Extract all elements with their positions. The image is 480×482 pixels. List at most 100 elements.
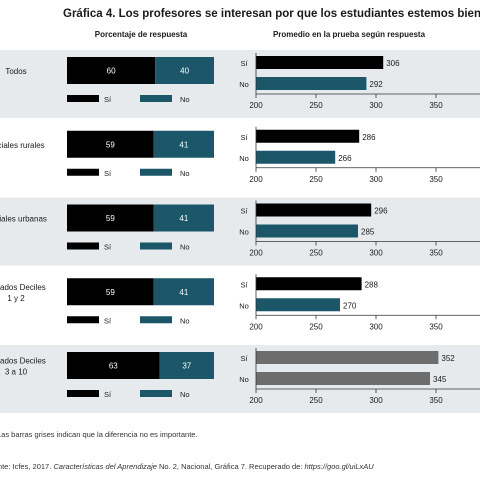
legend-label-no: No (180, 95, 190, 104)
legend-swatch-si (67, 390, 99, 397)
legend-swatch-si (67, 242, 99, 250)
data-label-score-si: 306 (386, 59, 400, 68)
data-label-score-no: 285 (361, 228, 375, 237)
chart-group: Oficiales rurales 59 41 Sí No Sí No 286 266 200 25… (0, 126, 480, 184)
source-url: https://goo.gl/uiLxAU (305, 462, 375, 471)
bar-pct-si (67, 130, 154, 158)
legend-label-no: No (180, 390, 190, 399)
legend-label-si: Sí (104, 243, 112, 252)
x-tick-label: 300 (369, 175, 383, 184)
category-label: 3 a 10 (5, 368, 28, 377)
right-panel-header: Promedio en la prueba según respuesta (273, 30, 426, 39)
row-label-no: No (239, 154, 249, 163)
bar-pct-si (67, 352, 160, 379)
data-label-pct-no: 40 (180, 67, 189, 76)
legend-swatch-no (140, 95, 172, 102)
row-label-si: Sí (240, 354, 248, 363)
legend-label-si: Sí (104, 390, 112, 399)
bar-pct-no (153, 130, 214, 158)
x-tick-label: 300 (369, 322, 383, 331)
row-label-no: No (239, 375, 249, 384)
chart-group: Oficiales urbanas 59 41 Sí No Sí No 296 285 200 25… (0, 197, 480, 266)
source-italic-title: Características del Aprendizaje (53, 462, 157, 471)
bar-pct-si (67, 204, 154, 232)
bar-score-si (256, 203, 372, 217)
data-label-score-no: 270 (343, 301, 357, 310)
bar-pct-no (153, 278, 214, 306)
row-label-si: Sí (240, 207, 248, 216)
row-label-no: No (239, 80, 249, 89)
bar-pct-si (67, 57, 156, 84)
legend-label-no: No (180, 169, 190, 178)
bar-score-no (256, 77, 367, 90)
bar-pct-no (155, 57, 214, 84)
legend-swatch-no (140, 316, 172, 324)
category-label: 1 y 2 (7, 294, 25, 303)
x-tick-label: 200 (249, 322, 263, 331)
data-label-score-si: 286 (362, 133, 376, 142)
left-panel-header: Porcentaje de respuesta (95, 30, 188, 39)
x-tick-label: 350 (429, 101, 443, 110)
bar-pct-no (159, 352, 214, 379)
chart-groups: Todos6040SíNoSíNo306292200250300350400Of… (0, 50, 480, 413)
data-label-pct-no: 37 (182, 362, 191, 371)
data-label-score-si: 352 (441, 354, 455, 363)
bar-score-si (256, 56, 384, 69)
category-label: Privados Deciles (0, 283, 46, 292)
data-label-score-si: 296 (374, 207, 388, 216)
data-label-pct-no: 41 (179, 288, 188, 297)
bar-score-si (256, 277, 362, 291)
chart-group: Privados Deciles 3 a 10 63 37 Sí No Sí No 352 345… (0, 345, 480, 413)
x-tick-label: 350 (429, 322, 443, 331)
legend-swatch-no (140, 242, 172, 250)
row-label-no: No (239, 301, 249, 310)
bar-score-no (256, 224, 358, 238)
legend-label-no: No (180, 243, 190, 252)
legend-swatch-no (140, 390, 172, 397)
x-tick-label: 350 (429, 396, 443, 405)
data-label-pct-no: 41 (179, 214, 188, 223)
legend-swatch-si (67, 95, 99, 102)
chart-note: Las barras grises indican que la diferen… (0, 430, 198, 439)
category-label: Privados Deciles (0, 357, 46, 366)
bar-pct-si (67, 278, 154, 306)
x-tick-label: 250 (309, 101, 323, 110)
data-label-score-no: 345 (433, 375, 447, 384)
x-tick-label: 300 (369, 249, 383, 258)
bar-pct-no (153, 204, 214, 232)
data-label-pct-no: 41 (179, 140, 188, 149)
legend-swatch-si (67, 316, 99, 324)
x-tick-label: 300 (369, 101, 383, 110)
data-label-score-no: 292 (369, 80, 383, 89)
x-tick-label: 250 (309, 249, 323, 258)
row-label-si: Sí (240, 280, 248, 289)
data-label-score-si: 288 (365, 280, 379, 289)
chart-group: Privados Deciles 1 y 2 59 41 Sí No Sí No 288 270 2… (0, 274, 480, 331)
data-label-pct-si: 60 (107, 67, 116, 76)
x-tick-label: 250 (309, 175, 323, 184)
x-tick-label: 350 (429, 175, 443, 184)
row-label-si: Sí (240, 59, 248, 68)
bar-score-no (256, 372, 430, 385)
x-tick-label: 200 (249, 175, 263, 184)
x-tick-label: 300 (369, 396, 383, 405)
chart-source: Fuente: Icfes, 2017. Características del… (0, 462, 374, 471)
bar-score-si (256, 129, 360, 143)
source-prefix: Fuente: Icfes, 2017. (0, 462, 53, 471)
x-tick-label: 250 (309, 396, 323, 405)
legend-label-no: No (180, 316, 190, 325)
category-label: Oficiales rurales (0, 141, 45, 150)
category-label: Oficiales urbanas (0, 215, 47, 224)
legend-label-si: Sí (104, 95, 112, 104)
legend-swatch-no (140, 168, 172, 176)
x-tick-label: 200 (249, 396, 263, 405)
data-label-pct-si: 59 (106, 140, 115, 149)
category-label: Todos (5, 67, 26, 76)
bar-score-no (256, 298, 340, 312)
data-label-score-no: 266 (338, 154, 352, 163)
row-label-si: Sí (240, 133, 248, 142)
data-label-pct-si: 63 (109, 362, 118, 371)
legend-label-si: Sí (104, 169, 112, 178)
bar-score-si (256, 351, 439, 364)
